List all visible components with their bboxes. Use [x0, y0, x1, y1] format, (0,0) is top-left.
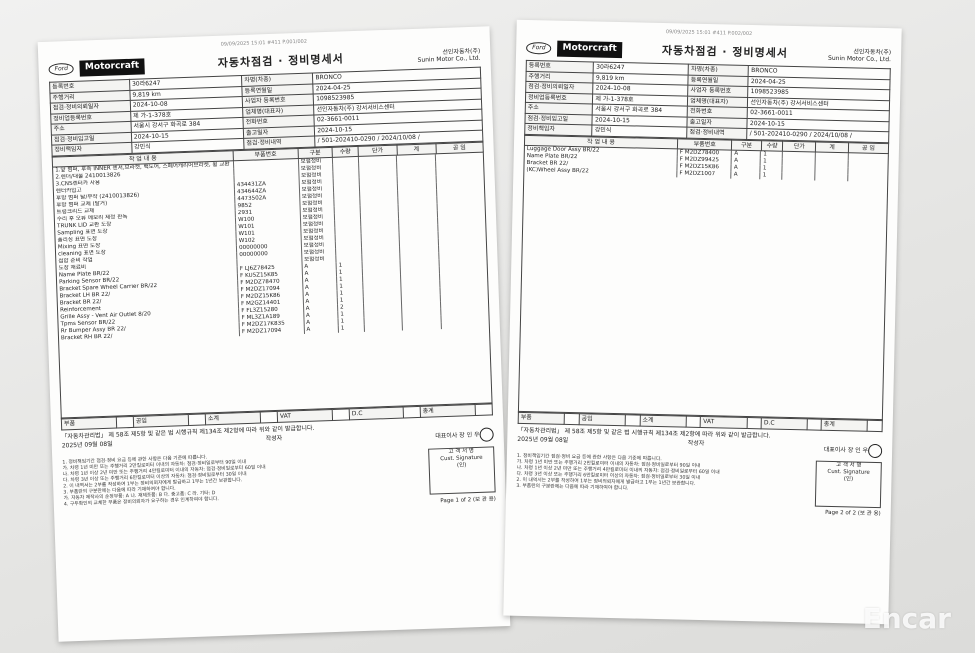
item-cell [814, 173, 848, 182]
total-value [116, 416, 134, 428]
bottom: 1. 정비책임기간 점검·정비 요금 등에 관한 사항은 다음 기준에 따릅니다… [516, 454, 882, 509]
signature-text: (인) [456, 462, 467, 469]
stamp [479, 427, 494, 442]
ceo-name: 대표이사 장 인 우 [823, 446, 869, 455]
item-cell [364, 323, 403, 332]
issue-date: 2025년 09월 08일 [517, 435, 569, 444]
info-label: 정비책임자 [524, 123, 593, 136]
total-label: 공임 [133, 414, 189, 427]
document-sheet: 09/09/2025 15:01 #411 P.001/002 Ford Motor… [37, 26, 511, 642]
column-header: 구분 [297, 146, 333, 159]
customer-signature: 고 객 서 명 Cust. Signature (인) [814, 460, 882, 509]
total-label: 부품 [518, 412, 565, 424]
info-table: 등록번호 30라6247 차명(차종) BRONCO 주행거리 9,819 km 등록연월일… [524, 60, 891, 143]
item-cell: F M2DZ1007 [676, 170, 732, 179]
total-label: 소계 [205, 412, 261, 425]
item-cell [847, 174, 887, 182]
ceo: 대표이사 장 인 우 [823, 443, 883, 459]
column-header: 수량 [332, 145, 359, 158]
total-label: 부품 [61, 417, 117, 430]
company: 선인자동차(주) Sunin Motor Co., Ltd. [828, 47, 891, 63]
total-value [867, 420, 883, 432]
item-cell [781, 172, 815, 181]
column-header: 공 임 [848, 142, 889, 154]
items-table: 1.앞 범퍼, 후측 INNER 센서,브라켓, 백도어, 스페어캐리어브라켓,… [53, 153, 489, 343]
ceo-name: 대표이사 장 인 우 [435, 431, 480, 440]
items-area: Luggage Door Assy BR/22 F M2DZ78400 A 1 Name… [517, 145, 889, 421]
items-area: 1.앞 범퍼, 후측 INNER 센서,브라켓, 백도어, 스페어캐리어브라켓,… [52, 152, 493, 419]
column-header: 부품번호 [677, 138, 733, 151]
item-cell: F M2DZ17094 [239, 326, 305, 336]
column-header: 단가 [782, 140, 816, 153]
total-value [188, 413, 206, 426]
item-cell: 1 [760, 172, 783, 180]
notes: 1. 정비책임기간 점검·정비 요금 등에 관한 사항은 다음 기준에 따릅니다… [516, 454, 810, 507]
total-label: D.C [349, 407, 404, 420]
total-label: 총계 [821, 419, 868, 431]
company-name-en: Sunin Motor Co., Ltd. [827, 54, 892, 64]
company-name-en: Sunin Motor Co., Ltd. [417, 54, 481, 64]
total-value [474, 403, 493, 416]
total-label: VAT [700, 416, 748, 429]
signature-text: (인) [843, 475, 854, 483]
total-value [625, 414, 640, 426]
ford-logo: Ford [48, 63, 75, 76]
brand-logo: Motorcraft [79, 58, 145, 77]
total-value [806, 418, 822, 430]
writer-label: 작성자 [265, 434, 283, 443]
total-value [686, 416, 701, 427]
column-header: 계 [815, 141, 849, 153]
info-body: 등록번호 30라6247 차명(차종) BRONCO 주행거리 9,819 km 등록연월일… [524, 60, 891, 143]
column-header: 구분 [731, 139, 762, 151]
items-body: 1.앞 범퍼, 후측 INNER 센서,브라켓, 백도어, 스페어캐리어브라켓,… [53, 153, 489, 343]
total-value [332, 408, 350, 421]
item-cell [441, 320, 489, 329]
item-cell: A [731, 171, 761, 180]
issue-date: 2025년 09월 08일 [61, 440, 113, 450]
total-label: 소계 [639, 415, 687, 427]
column-header: 수량 [760, 140, 784, 152]
total-value [564, 413, 580, 425]
brand-logo: Motorcraft [557, 41, 622, 58]
total-label: VAT [277, 409, 333, 422]
ceo: 대표이사 장 인 우 [435, 427, 494, 443]
document-sheet: 09/09/2025 15:01 #411 P.002/002 Ford Motor… [503, 19, 902, 625]
total-label: D.C [761, 417, 807, 430]
ford-logo: Ford [526, 42, 552, 55]
customer-signature: 고 객 서 명 Cust. Signature (인) [428, 446, 496, 495]
total-value [260, 411, 278, 423]
item-cell: 1 [338, 324, 365, 333]
column-header: 단가 [357, 144, 398, 157]
item-cell [402, 321, 442, 331]
document-title: 자동차점검 · 정비명세서 [661, 44, 789, 60]
info-label: 점검·정비내역 [686, 127, 748, 139]
item-cell: A [303, 325, 339, 334]
total-label: 공임 [578, 413, 626, 426]
total-label: 총계 [420, 404, 476, 417]
column-header: 계 [396, 143, 436, 156]
company: 선인자동차(주) Sunin Motor Co., Ltd. [417, 47, 480, 64]
watermark: Encar [862, 602, 951, 635]
total-value [746, 417, 762, 429]
writer-label: 작성자 [687, 439, 705, 448]
notes: 1. 정비책임기간 점검·정비 요금 등에 관한 사항은 다음 기준에 따릅니다… [62, 448, 423, 508]
total-value [402, 406, 421, 418]
stamp [867, 443, 883, 459]
